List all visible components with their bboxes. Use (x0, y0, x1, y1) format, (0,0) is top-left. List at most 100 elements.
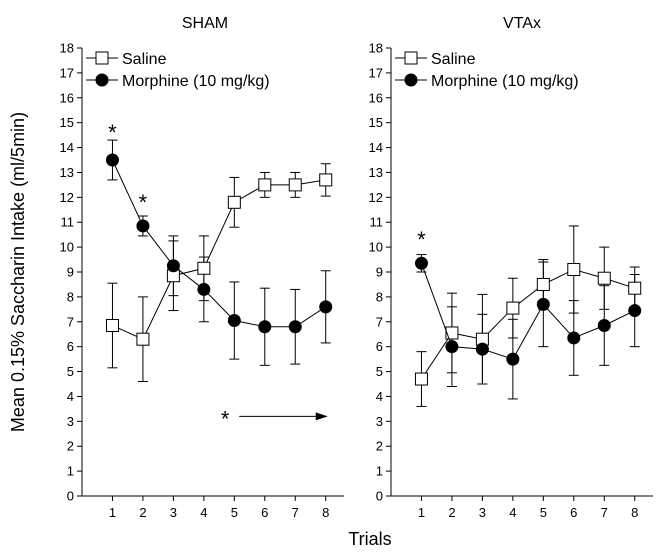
y-tick-label: 1 (376, 464, 383, 479)
x-tick-label: 6 (261, 505, 268, 520)
x-tick-label: 8 (631, 505, 638, 520)
data-point-morphine (536, 297, 550, 311)
y-tick-label: 9 (67, 265, 74, 280)
y-tick-label: 11 (61, 215, 75, 230)
y-tick-label: 16 (369, 90, 383, 105)
data-point-saline (105, 319, 119, 333)
x-tick-label: 7 (601, 505, 608, 520)
data-point-morphine (597, 319, 611, 333)
x-tick-label: 3 (170, 505, 177, 520)
y-tick-label: 18 (60, 41, 74, 56)
data-point-morphine (197, 282, 211, 296)
data-point-saline (628, 281, 642, 295)
y-tick-label: 6 (376, 339, 383, 354)
y-tick-label: 6 (67, 339, 74, 354)
x-tick-label: 5 (540, 505, 547, 520)
y-tick-label: 16 (60, 90, 74, 105)
data-point-morphine (227, 314, 241, 328)
y-tick-label: 7 (376, 314, 383, 329)
y-tick-label: 15 (369, 115, 383, 130)
y-tick-label: 8 (376, 289, 383, 304)
significance-asterisk: * (417, 227, 426, 252)
x-tick-label: 1 (109, 505, 116, 520)
data-point-morphine (319, 300, 333, 314)
y-tick-label: 11 (370, 215, 384, 230)
y-tick-label: 18 (369, 41, 383, 56)
x-tick-label: 7 (292, 505, 299, 520)
y-tick-label: 0 (376, 489, 383, 504)
legend-label-saline: Saline (431, 51, 476, 68)
data-point-saline (258, 178, 272, 192)
data-point-saline (445, 326, 459, 340)
x-axis-title: Trials (348, 529, 391, 549)
y-tick-label: 2 (376, 439, 383, 454)
y-tick-label: 9 (376, 265, 383, 280)
data-point-saline (197, 261, 211, 275)
legend-label-saline: Saline (122, 51, 167, 68)
legend-marker-saline (95, 51, 109, 65)
y-tick-label: 15 (60, 115, 74, 130)
y-tick-label: 17 (60, 65, 74, 80)
y-tick-label: 12 (60, 190, 74, 205)
data-point-saline (136, 332, 150, 346)
x-tick-label: 3 (479, 505, 486, 520)
panel-title: VTAx (503, 15, 541, 32)
y-tick-label: 7 (67, 314, 74, 329)
data-point-morphine (105, 153, 119, 167)
x-tick-label: 4 (200, 505, 207, 520)
data-point-saline (536, 277, 550, 291)
y-axis-title: Mean 0.15% Saccharin Intake (ml/5min) (8, 112, 28, 432)
y-tick-label: 13 (369, 165, 383, 180)
y-tick-label: 3 (67, 414, 74, 429)
y-tick-label: 17 (369, 65, 383, 80)
x-tick-label: 1 (418, 505, 425, 520)
significance-asterisk: * (221, 406, 230, 431)
x-tick-label: 5 (231, 505, 238, 520)
y-tick-label: 14 (369, 140, 383, 155)
y-tick-label: 2 (67, 439, 74, 454)
panel-title: SHAM (182, 15, 228, 32)
data-point-morphine (166, 259, 180, 273)
x-tick-label: 2 (139, 505, 146, 520)
data-point-morphine (475, 342, 489, 356)
y-tick-label: 5 (67, 364, 74, 379)
data-point-saline (227, 195, 241, 209)
legend-marker-morphine (95, 73, 109, 87)
y-tick-label: 12 (369, 190, 383, 205)
data-point-saline (288, 178, 302, 192)
significance-asterisk: * (108, 120, 117, 145)
legend-label-morphine: Morphine (10 mg/kg) (431, 73, 579, 90)
y-tick-label: 4 (67, 389, 74, 404)
x-tick-label: 4 (509, 505, 516, 520)
significance-arrow-head (315, 412, 328, 421)
x-tick-label: 2 (448, 505, 455, 520)
y-tick-label: 13 (60, 165, 74, 180)
data-point-morphine (414, 256, 428, 270)
data-point-saline (319, 173, 333, 187)
y-tick-label: 14 (60, 140, 74, 155)
data-point-morphine (445, 340, 459, 354)
data-point-saline (414, 372, 428, 386)
data-point-morphine (567, 331, 581, 345)
y-tick-label: 0 (67, 489, 74, 504)
data-point-morphine (288, 320, 302, 334)
data-point-morphine (506, 352, 520, 366)
data-point-saline (506, 301, 520, 315)
y-tick-label: 8 (67, 289, 74, 304)
data-point-saline (597, 271, 611, 285)
data-point-morphine (258, 320, 272, 334)
y-tick-label: 1 (67, 464, 74, 479)
y-tick-label: 4 (376, 389, 383, 404)
y-tick-label: 10 (60, 240, 74, 255)
y-tick-label: 3 (376, 414, 383, 429)
significance-asterisk: * (139, 190, 148, 215)
y-tick-label: 5 (376, 364, 383, 379)
data-point-saline (567, 263, 581, 277)
x-tick-label: 6 (570, 505, 577, 520)
y-tick-label: 10 (369, 240, 383, 255)
legend-marker-morphine (404, 73, 418, 87)
x-tick-label: 8 (322, 505, 329, 520)
